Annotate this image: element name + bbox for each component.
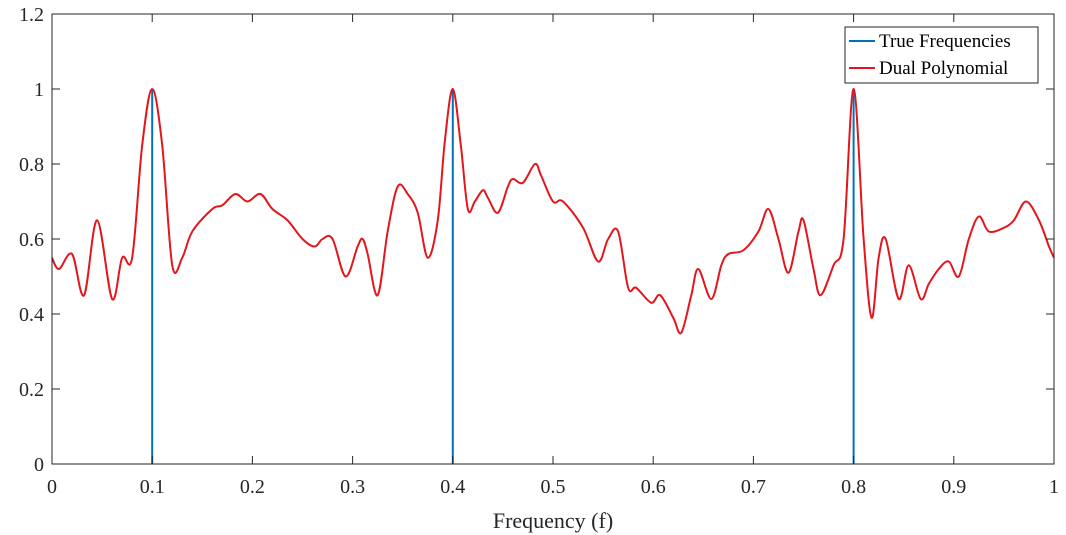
y-tick-label: 0 <box>34 454 44 476</box>
y-tick-label: 1 <box>34 79 44 101</box>
x-tick-label: 0.7 <box>741 476 766 498</box>
legend-label-dual-polynomial: Dual Polynomial <box>879 58 1008 79</box>
x-axis-label: Frequency (f) <box>493 508 613 533</box>
x-tick-label: 1 <box>1049 476 1059 498</box>
x-tick-label: 0.6 <box>641 476 666 498</box>
dual-polynomial-series <box>51 87 1055 335</box>
x-tick-label: 0.4 <box>440 476 465 498</box>
x-tick-label: 0.8 <box>841 476 866 498</box>
x-tick-label: 0.9 <box>941 476 966 498</box>
y-tick-label: 0.2 <box>19 379 44 401</box>
y-tick-label: 0.8 <box>19 154 44 176</box>
legend-box <box>844 26 1039 84</box>
dual-polynomial-line <box>51 87 1055 335</box>
x-tick-label: 0 <box>47 476 57 498</box>
x-tick-label: 0.5 <box>541 476 566 498</box>
y-tick-label: 0.4 <box>19 304 44 326</box>
x-tick-label: 0.3 <box>340 476 365 498</box>
legend: True Frequencies Dual Polynomial <box>844 26 1039 84</box>
y-tick-label: 0.6 <box>19 229 44 251</box>
x-tick-label: 0.1 <box>140 476 165 498</box>
x-tick-label: 0.2 <box>240 476 265 498</box>
legend-label-true-frequencies: True Frequencies <box>879 31 1011 52</box>
tick-labels: 0 0.1 0.2 0.3 0.4 0.5 0.6 0.7 0.8 0.9 1 0 0.2 0.4 0.6 0… <box>19 4 1059 498</box>
y-tick-label: 1.2 <box>19 4 44 26</box>
ticks <box>51 13 1055 465</box>
true-frequencies-series <box>151 89 855 464</box>
